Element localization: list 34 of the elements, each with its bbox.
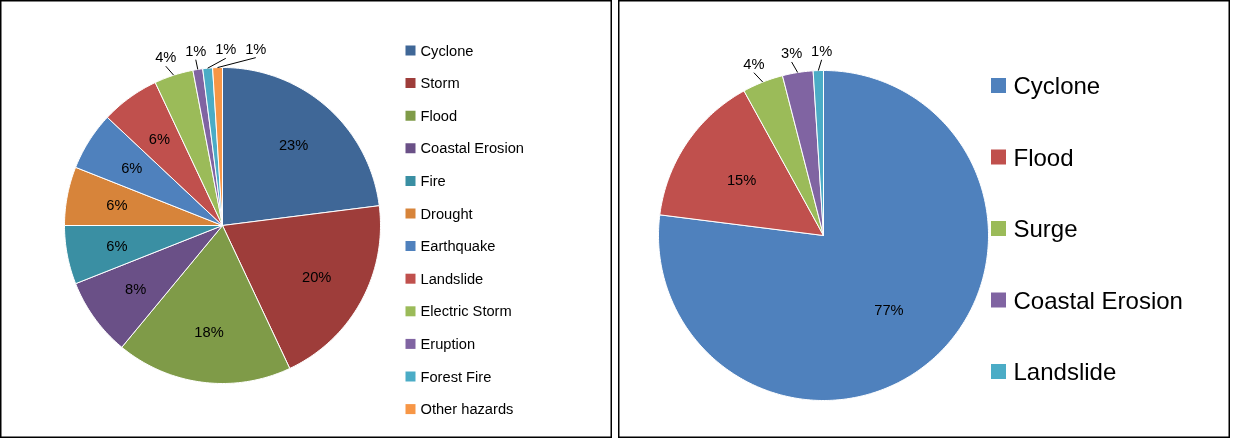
legend-label: Cyclone (1013, 72, 1101, 99)
data-label: 4% (743, 55, 765, 72)
data-label: 4% (155, 49, 177, 66)
data-label: 6% (106, 197, 128, 214)
data-label: 6% (121, 159, 143, 176)
data-label: 1% (245, 40, 267, 57)
legend-label: Landslide (420, 270, 484, 287)
legend-label: Electric Storm (420, 303, 512, 320)
data-label: 6% (106, 237, 128, 254)
data-label: 1% (811, 42, 833, 59)
data-label: 6% (148, 130, 170, 147)
legend-label: Cyclone (420, 42, 474, 59)
data-label: 18% (194, 324, 224, 341)
legend-label: Eruption (420, 335, 476, 352)
data-label: 1% (215, 41, 237, 58)
data-label: 23% (278, 136, 309, 153)
legend-label: Flood (1013, 143, 1074, 171)
legend-label: Storm (420, 75, 460, 92)
legend-label: Surge (1013, 215, 1078, 242)
legend-label: Other hazards (420, 401, 514, 418)
data-label: 3% (781, 44, 803, 61)
data-label: 20% (301, 269, 332, 286)
data-label: 8% (124, 280, 147, 297)
legend-label: Coastal Erosion (1013, 286, 1183, 314)
legend-label: Landslide (1013, 358, 1117, 385)
data-label: 77% (874, 301, 904, 318)
legend-label: Forest Fire (420, 368, 492, 385)
data-label: 1% (185, 42, 207, 59)
legend-label: Coastal Erosion (420, 140, 524, 157)
data-label: 15% (726, 171, 757, 188)
legend-label: Drought (420, 205, 473, 222)
legend-label: Earthquake (420, 238, 496, 255)
legend-label: Fire (420, 172, 446, 189)
legend-label: Flood (420, 107, 458, 124)
